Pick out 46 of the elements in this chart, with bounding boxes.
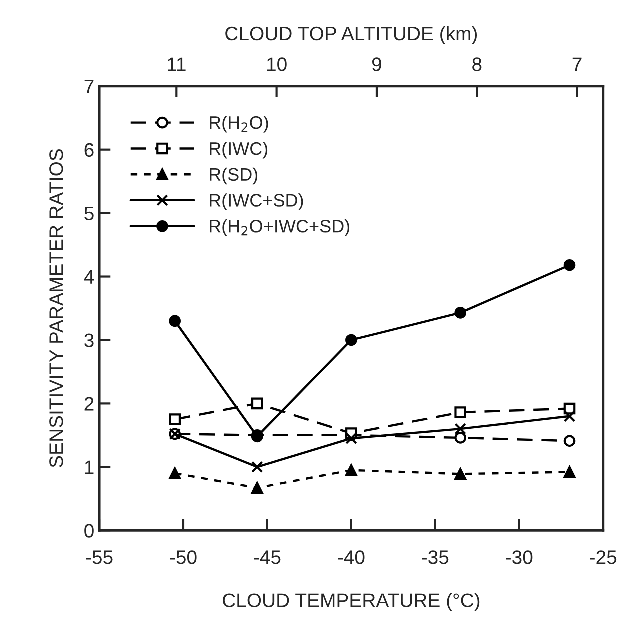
x-tick-label: -35 [422,550,449,564]
x-tick-label: -45 [254,550,281,564]
x2-tick-label: 7 [572,58,582,72]
y-axis-title: SENSITIVITY PARAMETER RATIOS [50,149,64,468]
y-tick-label: 1 [85,460,94,474]
point [169,315,181,328]
legend-label: R(IWC) [210,142,268,159]
point [251,461,264,474]
x2-tick-label: 11 [168,58,186,72]
legend-label: R(SD) [210,168,258,185]
x-tick-label: -55 [86,550,113,564]
point [564,410,576,422]
x2-axis-title: CLOUD TOP ALTITUDE (km) [226,26,478,44]
y-tick-label: 0 [84,524,94,538]
y-tick-label: 3 [84,334,94,348]
x-tick-label: -25 [590,550,617,564]
point [454,423,466,435]
point [346,334,358,346]
point [564,259,576,272]
point [251,482,264,494]
point [169,468,181,480]
x2-tick-label: 8 [472,58,482,72]
point [454,468,466,480]
x2-tick-label: 10 [267,58,287,72]
y-tick-label: 7 [84,80,94,94]
point [564,435,576,448]
x2-tick-label: 9 [372,58,382,72]
point [564,466,576,478]
legend-label: R(IWC+SD) [210,194,304,210]
point [251,398,264,410]
y-tick-label: 4 [84,270,94,284]
point [454,432,466,444]
x-tick-label: -30 [506,550,533,564]
legend-label: R(H$_{2}$O) [210,116,268,133]
x-tick-label: -40 [338,550,365,564]
y-tick-label: 5 [84,206,94,221]
x-tick-label: -50 [170,550,197,564]
y-tick-label: 6 [84,143,94,158]
legend-label: R(H$_{2}$O+IWC+SD) [210,220,350,236]
point [346,464,358,476]
point [169,414,181,426]
x-axis-title: CLOUD TEMPERATURE (°C) [223,593,480,612]
y-tick-label: 2 [84,397,94,411]
point [454,307,466,319]
point [346,432,358,445]
point [454,406,466,418]
